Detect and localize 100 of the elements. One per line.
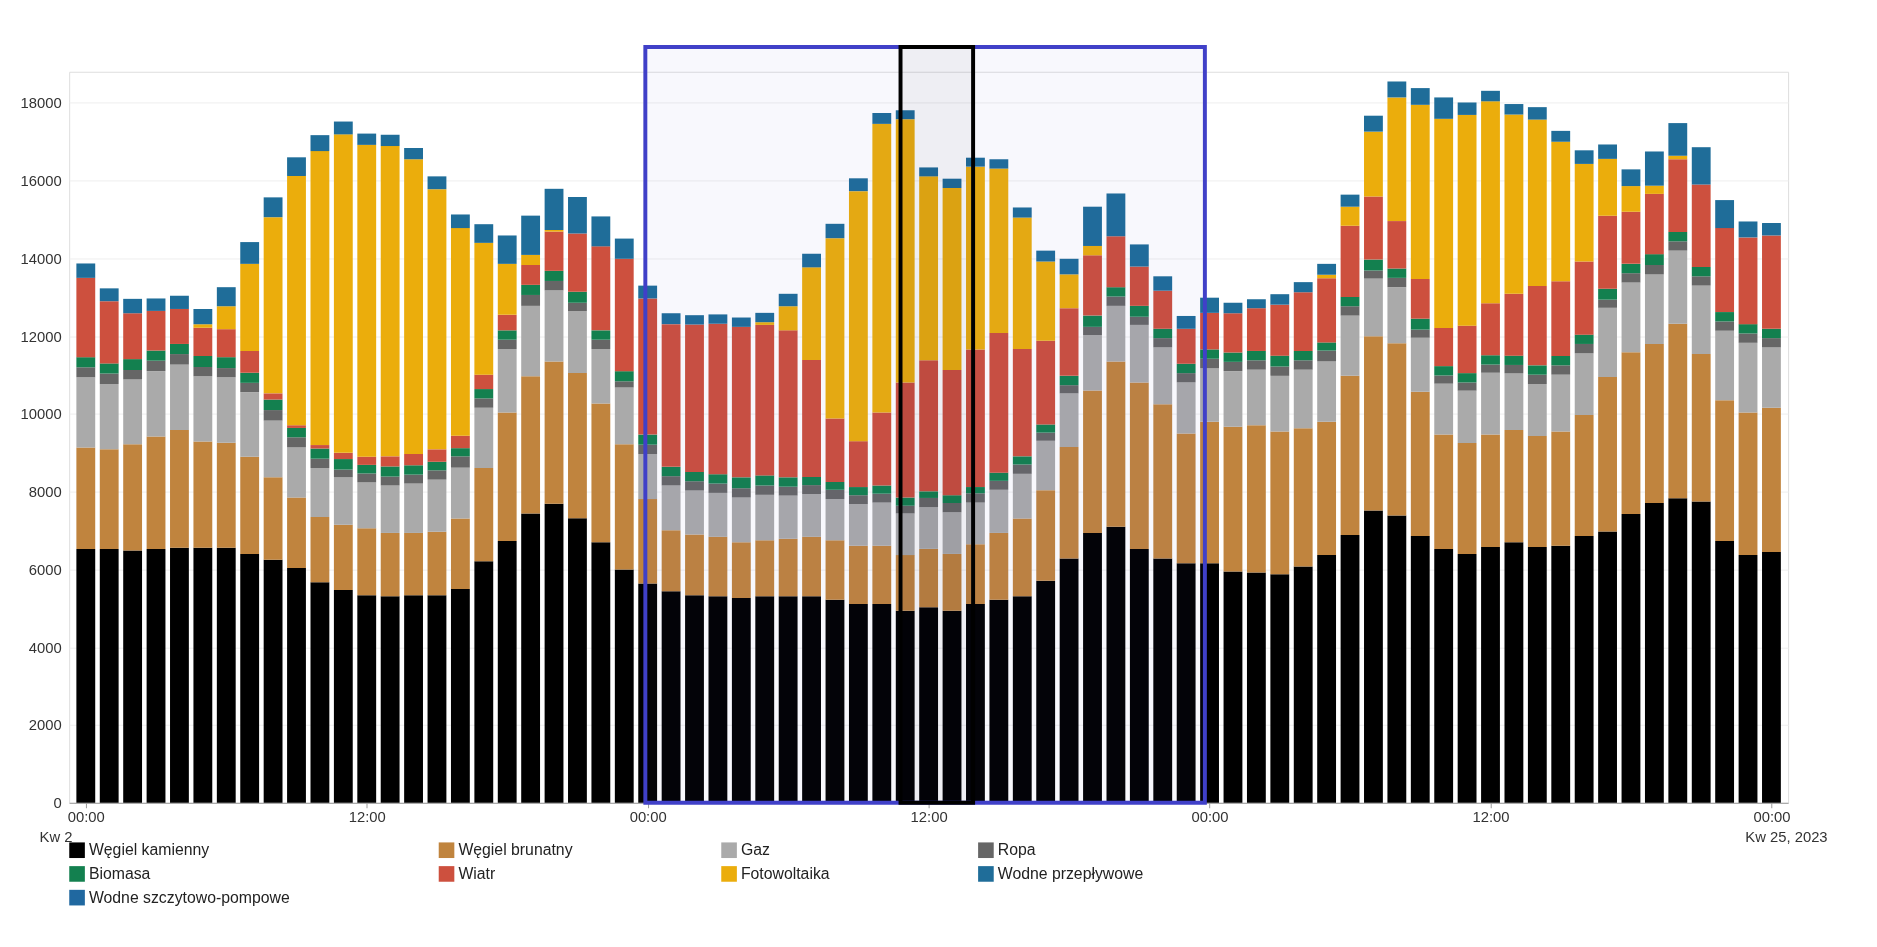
bar bbox=[1340, 315, 1360, 376]
bar bbox=[872, 545, 892, 605]
bar bbox=[685, 490, 704, 535]
bar bbox=[1574, 334, 1594, 344]
bar bbox=[1083, 206, 1102, 246]
bar bbox=[1012, 596, 1032, 803]
bar bbox=[825, 489, 845, 500]
bar bbox=[1715, 200, 1735, 229]
bar bbox=[76, 377, 96, 448]
bar bbox=[1551, 281, 1571, 357]
bar bbox=[1059, 308, 1079, 376]
bar bbox=[1527, 374, 1547, 385]
bar bbox=[1504, 364, 1524, 374]
bar bbox=[778, 477, 798, 487]
bar bbox=[1621, 169, 1641, 187]
bar bbox=[802, 253, 821, 268]
text: Kw 2 bbox=[39, 829, 73, 846]
bar bbox=[1270, 431, 1290, 575]
bar bbox=[193, 356, 213, 367]
bar bbox=[1481, 90, 1500, 102]
bar bbox=[1317, 278, 1337, 343]
x-tick-label: 12:00 bbox=[910, 809, 948, 826]
bar bbox=[1153, 558, 1173, 803]
bar bbox=[380, 596, 400, 803]
bar bbox=[1153, 404, 1173, 559]
legend-label: Fotowoltaika bbox=[740, 864, 830, 882]
bar bbox=[708, 323, 728, 475]
bar bbox=[333, 469, 353, 478]
bar bbox=[1457, 443, 1477, 554]
bar bbox=[427, 595, 447, 803]
bar bbox=[76, 548, 96, 803]
bar bbox=[1246, 299, 1266, 309]
bar bbox=[966, 487, 985, 494]
bar bbox=[1598, 144, 1617, 159]
bar bbox=[1012, 207, 1032, 218]
bar bbox=[591, 216, 611, 247]
bar bbox=[919, 507, 939, 549]
bar bbox=[825, 482, 845, 490]
bar bbox=[310, 458, 330, 468]
bar bbox=[123, 313, 143, 360]
y-tick-label: 16000 bbox=[20, 173, 62, 190]
bar bbox=[802, 359, 821, 477]
bar bbox=[1551, 141, 1571, 282]
bar bbox=[1504, 429, 1524, 543]
bar bbox=[848, 604, 868, 803]
bar bbox=[731, 597, 751, 803]
bar bbox=[966, 544, 985, 605]
bar bbox=[404, 474, 423, 484]
bar bbox=[1551, 130, 1571, 142]
bar bbox=[685, 471, 704, 482]
bar bbox=[1317, 342, 1337, 351]
bar bbox=[240, 456, 260, 554]
bar bbox=[942, 178, 962, 189]
bar bbox=[216, 287, 236, 307]
bar bbox=[193, 441, 213, 548]
bar bbox=[76, 367, 96, 378]
bar bbox=[193, 376, 213, 442]
bar bbox=[1036, 261, 1056, 341]
bar bbox=[1574, 536, 1594, 803]
bar bbox=[193, 324, 213, 328]
bar bbox=[123, 359, 143, 371]
bar bbox=[989, 333, 1009, 473]
bar bbox=[661, 313, 681, 325]
bar bbox=[1738, 221, 1758, 238]
bar bbox=[1083, 326, 1102, 336]
bar bbox=[895, 110, 915, 120]
bar bbox=[544, 280, 564, 291]
bar bbox=[802, 494, 821, 537]
bar bbox=[1738, 324, 1758, 334]
bar bbox=[170, 295, 189, 309]
bar bbox=[450, 467, 470, 519]
bar bbox=[966, 157, 985, 167]
bar bbox=[497, 349, 517, 413]
bar bbox=[216, 377, 236, 443]
bar bbox=[848, 495, 868, 505]
bar bbox=[170, 547, 189, 803]
bar bbox=[1481, 303, 1500, 356]
bar bbox=[193, 366, 213, 377]
y-tick-label: 4000 bbox=[28, 639, 62, 656]
bar bbox=[1270, 355, 1290, 367]
bar bbox=[1691, 285, 1711, 355]
bar bbox=[170, 308, 189, 344]
bar bbox=[216, 368, 236, 378]
bar bbox=[731, 497, 751, 543]
bar bbox=[708, 474, 728, 484]
bar bbox=[474, 561, 494, 803]
bar bbox=[1246, 360, 1266, 370]
bar bbox=[544, 290, 564, 362]
bar bbox=[731, 542, 751, 598]
bar bbox=[263, 197, 283, 218]
bar bbox=[568, 196, 587, 234]
bar bbox=[240, 382, 260, 393]
bar bbox=[1691, 147, 1711, 185]
bar bbox=[848, 504, 868, 546]
bar bbox=[1457, 390, 1477, 444]
bar bbox=[1481, 101, 1500, 304]
bar bbox=[638, 434, 658, 445]
bar bbox=[1059, 385, 1079, 394]
bar bbox=[1293, 428, 1313, 567]
bar bbox=[989, 599, 1009, 803]
